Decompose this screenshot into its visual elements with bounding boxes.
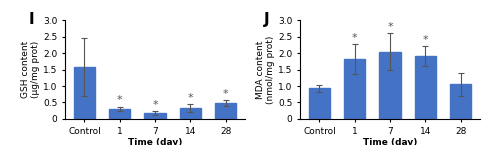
Y-axis label: MDA content
(nmol/mg prot): MDA content (nmol/mg prot) (256, 35, 275, 104)
Text: I: I (29, 12, 34, 27)
X-axis label: Time (day): Time (day) (128, 138, 182, 145)
Bar (109, 109, 130, 119)
Text: *: * (387, 22, 393, 32)
Text: *: * (117, 95, 122, 105)
Text: *: * (152, 100, 158, 110)
Text: *: * (188, 93, 193, 103)
Text: J: J (264, 12, 270, 27)
Y-axis label: GSH content
(μg/mg prot): GSH content (μg/mg prot) (21, 41, 40, 98)
Bar (74, 67, 95, 119)
Bar (380, 51, 400, 119)
Bar (144, 113, 166, 119)
Text: *: * (223, 89, 228, 98)
Bar (344, 59, 366, 119)
Text: *: * (422, 35, 428, 45)
Bar (309, 88, 330, 119)
Bar (180, 108, 201, 119)
Bar (414, 56, 436, 119)
Bar (215, 103, 236, 119)
X-axis label: Time (day): Time (day) (363, 138, 417, 145)
Text: *: * (352, 33, 358, 43)
Bar (450, 84, 471, 119)
